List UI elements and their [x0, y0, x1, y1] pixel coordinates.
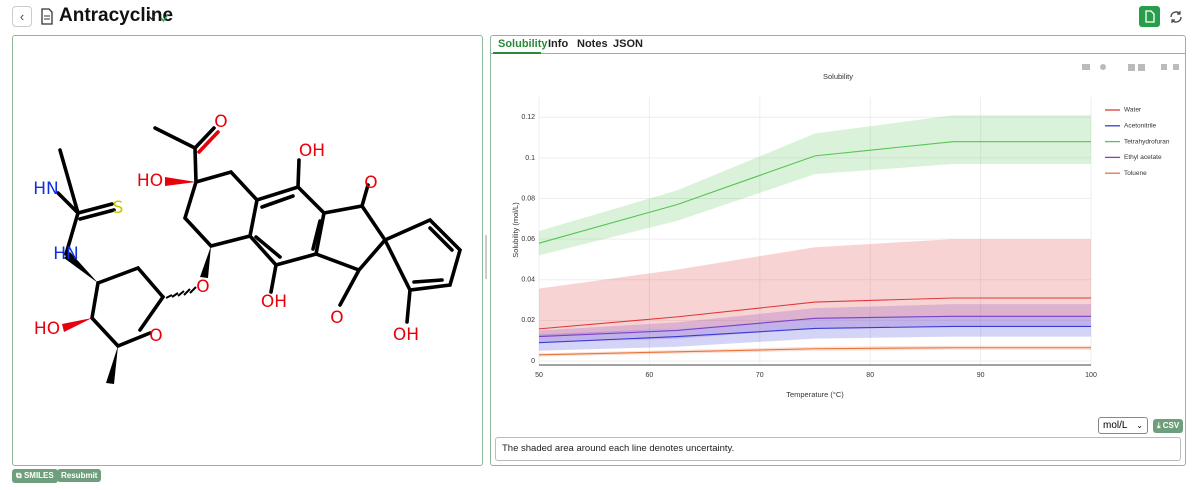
resubmit-button[interactable]: Resubmit — [57, 469, 102, 482]
x-tick-label: 70 — [756, 372, 764, 379]
x-tick-label: 50 — [535, 372, 543, 379]
doc-title[interactable]: Antracycline — [59, 5, 174, 26]
chart-panel — [490, 35, 1186, 466]
uncertainty-band — [539, 316, 1091, 351]
atom-label: HN — [53, 244, 79, 264]
y-tick-label: 0.02 — [521, 317, 535, 324]
y-tick-label: 0.04 — [521, 277, 535, 284]
atom-label: S — [113, 198, 124, 218]
csv-label: CSV — [1162, 421, 1180, 430]
y-tick-label: 0.12 — [521, 114, 535, 121]
note: The shaded area around each line denotes… — [495, 437, 1181, 461]
export-icon — [1145, 10, 1155, 23]
atom-label: OH — [393, 325, 419, 345]
doc-icon — [41, 8, 53, 25]
line — [538, 315, 1091, 338]
x-tick-label: 60 — [646, 372, 654, 379]
splitter[interactable] — [485, 235, 487, 279]
uncertainty-band — [539, 304, 1091, 343]
atom-label: HO — [34, 319, 60, 339]
uncertainty-band — [539, 115, 1091, 256]
tab[interactable]: Notes — [577, 38, 608, 50]
legend-label: Water — [1124, 107, 1142, 114]
tab-underline — [493, 52, 541, 54]
line — [538, 297, 1091, 330]
line — [538, 325, 1091, 344]
atom-label: O — [149, 326, 162, 346]
atom-label: O — [196, 277, 209, 297]
unit-value: mol/L — [1103, 420, 1128, 431]
legend-label: Toluene — [1124, 170, 1147, 177]
y-axis-label: Solubility (mol/L) — [511, 202, 520, 258]
x-tick-label: 100 — [1085, 372, 1097, 379]
atom-label: OH — [299, 141, 325, 161]
molecule-panel: O OH O HO HN S HN O OH O HO O OH — [12, 35, 483, 466]
resubmit-label: Resubmit — [61, 471, 98, 480]
title-icons — [147, 13, 169, 23]
x-axis-label: Temperature (°C) — [786, 390, 844, 399]
legend-label: Acetonitrile — [1124, 123, 1157, 130]
smiles-button[interactable]: ⧉ SMILES — [12, 469, 58, 483]
y-tick-label: 0.08 — [521, 195, 535, 202]
x-tick-label: 80 — [866, 372, 874, 379]
modebar — [1082, 64, 1179, 71]
legend-label: Ethyl acetate — [1124, 154, 1162, 161]
export-button[interactable] — [1139, 6, 1160, 27]
y-tick-label: 0.06 — [521, 236, 535, 243]
line — [538, 141, 1091, 244]
atom-label: O — [330, 308, 343, 328]
molecule: O OH O HO HN S HN O OH O HO O OH — [33, 112, 463, 384]
unit-select[interactable]: mol/L ⌄ — [1098, 417, 1148, 434]
x-tick-label: 90 — [977, 372, 985, 379]
atom-label: O — [214, 112, 227, 132]
tab[interactable]: Solubility — [498, 38, 548, 50]
select-arrow: ⌄ — [1136, 421, 1143, 430]
uncertainty-band — [539, 239, 1091, 337]
legend-label: Tetrahydrofuran — [1124, 138, 1170, 145]
tab[interactable]: Info — [548, 38, 569, 50]
csv-button[interactable]: ⤓ CSV — [1153, 419, 1184, 433]
y-tick-label: 0 — [531, 358, 535, 365]
atom-label: HN — [33, 179, 59, 199]
uncertainty-band — [539, 345, 1091, 357]
tab[interactable]: JSON — [613, 38, 643, 50]
chart-title: Solubility — [823, 72, 853, 81]
atom-label: O — [364, 173, 377, 193]
smiles-label: SMILES — [23, 471, 54, 480]
atom-label: HO — [137, 171, 163, 191]
back-button[interactable]: ‹ — [12, 6, 32, 27]
tab-divider — [491, 53, 1185, 54]
line — [538, 347, 1091, 356]
chart: Solubility Solubility (mol/L) Temperatur… — [511, 64, 1179, 399]
refresh-button[interactable] — [1168, 9, 1184, 25]
atom-label: OH — [261, 292, 287, 312]
y-tick-label: 0.1 — [525, 155, 535, 162]
